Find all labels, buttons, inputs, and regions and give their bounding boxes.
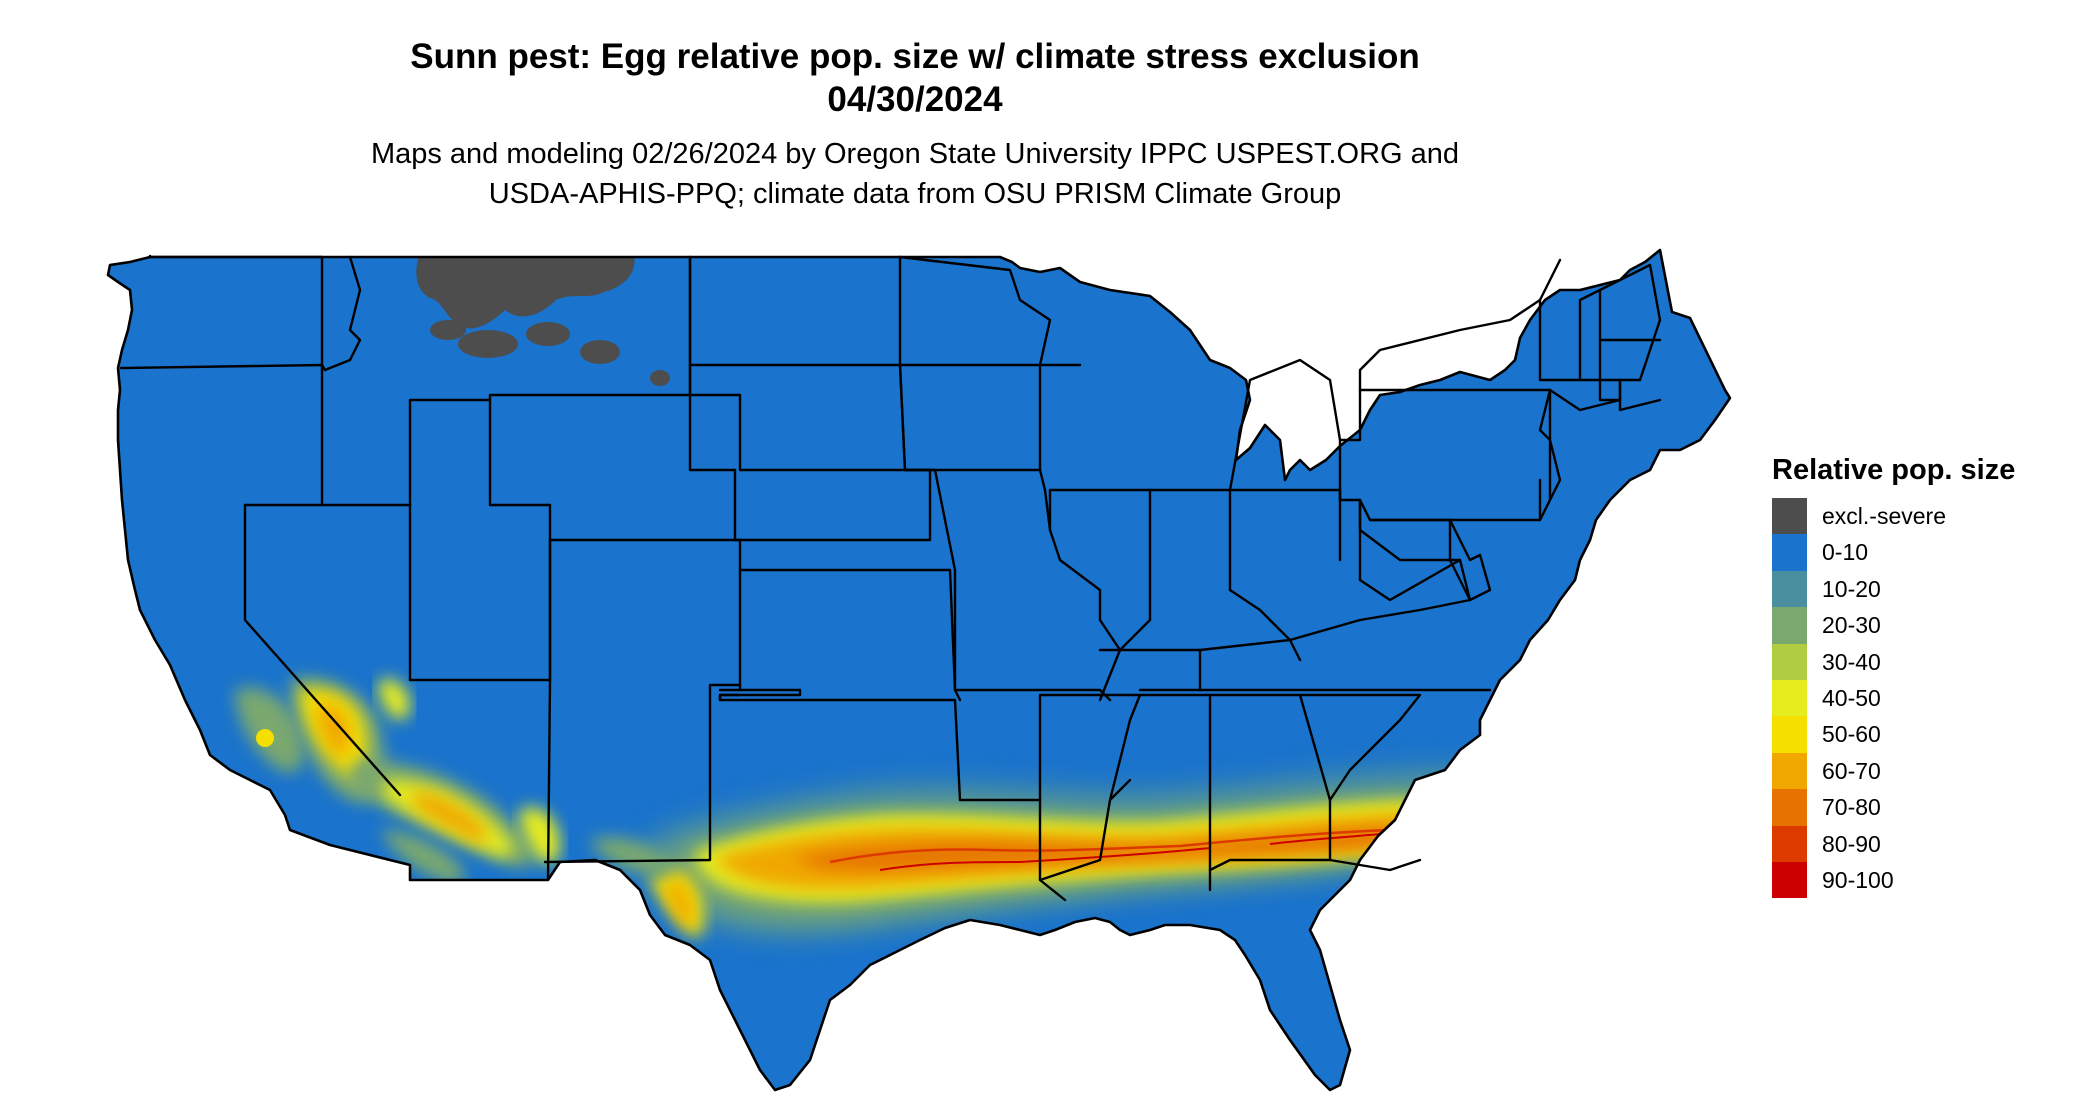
map-title: Sunn pest: Egg relative pop. size w/ cli… [410, 37, 1420, 76]
legend-item: 20-30 [1772, 607, 2072, 644]
legend-swatch [1772, 825, 1807, 862]
legend-swatch [1772, 679, 1807, 717]
legend-item: 30-40 [1772, 643, 2072, 680]
legend-label: 40-50 [1822, 684, 1881, 711]
legend-swatch [1772, 789, 1807, 826]
legend-swatch [1772, 861, 1807, 899]
legend-item: 60-70 [1772, 752, 2072, 790]
legend-label: 10-20 [1822, 575, 1881, 602]
legend-swatch [1772, 534, 1807, 571]
exclusion-zone [416, 250, 670, 386]
legend: Relative pop. size excl.-severe 0-10 10-20… [1772, 452, 2072, 899]
legend-items: excl.-severe 0-10 10-20 20-30 30-40 40-50 50-6… [1772, 498, 2072, 899]
legend-label: 90-100 [1822, 866, 1894, 893]
legend-item: 40-50 [1772, 679, 2072, 717]
legend-swatch [1772, 716, 1807, 753]
us-land [108, 250, 1730, 1090]
legend-label: 0-10 [1822, 539, 1869, 566]
legend-label: 20-30 [1822, 612, 1881, 639]
state-borders [119, 254, 1662, 902]
map-date: 04/30/2024 [827, 80, 1003, 119]
us-boundary [106, 248, 1732, 1092]
legend-label: 50-60 [1822, 721, 1881, 748]
legend-swatch [1772, 570, 1807, 608]
legend-item: 70-80 [1772, 789, 2072, 826]
legend-title: Relative pop. size [1772, 454, 2016, 486]
legend-swatch [1772, 498, 1807, 535]
legend-item: 90-100 [1772, 861, 2072, 899]
legend-item: 50-60 [1772, 716, 2072, 753]
legend-label: 60-70 [1822, 757, 1881, 784]
legend-swatch [1772, 643, 1807, 680]
pest-suitability-band [648, 727, 1649, 938]
legend-item: excl.-severe [1772, 498, 2072, 535]
legend-item: 10-20 [1772, 570, 2072, 608]
legend-swatch [1772, 607, 1807, 644]
credit-line-1: Maps and modeling 02/26/2024 by Oregon S… [370, 138, 1460, 170]
legend-swatch [1772, 752, 1807, 790]
southwest-suitability-pockets [235, 677, 674, 885]
legend-item: 80-90 [1772, 825, 2072, 862]
legend-item: 0-10 [1772, 534, 2072, 571]
legend-label: 30-40 [1822, 648, 1881, 675]
credit-line-2: USDA-APHIS-PPQ; climate data from OSU PR… [488, 178, 1342, 210]
legend-label: 70-80 [1822, 794, 1881, 821]
legend-label: excl.-severe [1822, 503, 1946, 529]
legend-label: 80-90 [1822, 830, 1881, 857]
